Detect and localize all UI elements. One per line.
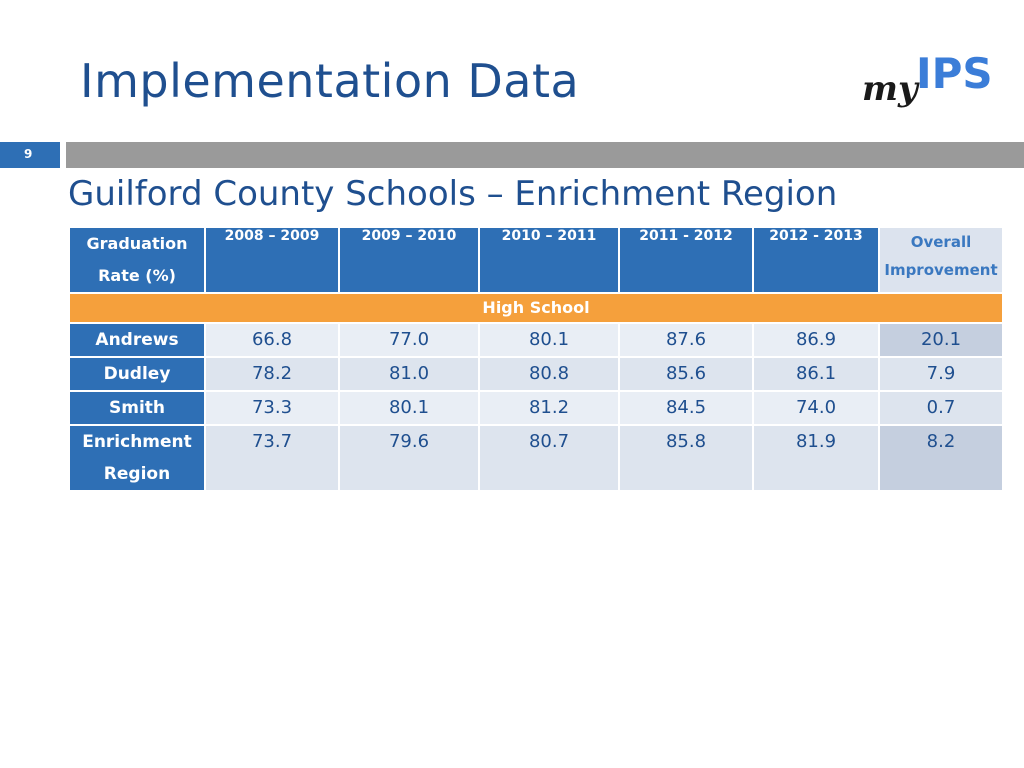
- table-cell: 80.1: [478, 322, 620, 358]
- section-label: High School: [68, 292, 1004, 324]
- table-cell: 85.8: [618, 424, 754, 492]
- table-cell: 66.8: [204, 322, 340, 358]
- header-label-cell: Graduation Rate (%): [68, 226, 206, 294]
- header-year-cell: 2011 - 2012: [618, 226, 754, 294]
- slide-subtitle: Guilford County Schools – Enrichment Reg…: [68, 174, 838, 214]
- overall-cell: 0.7: [878, 390, 1004, 426]
- table-cell: 85.6: [618, 356, 754, 392]
- row-label: Andrews: [68, 322, 206, 358]
- table-cell: 84.5: [618, 390, 754, 426]
- section-row: High School: [68, 292, 1004, 324]
- table-cell: 86.9: [752, 322, 880, 358]
- header-overall-line1: Overall: [910, 233, 972, 251]
- header-divider-bar: [66, 142, 1024, 168]
- table-cell: 78.2: [204, 356, 340, 392]
- header-year-cell: 2009 – 2010: [338, 226, 480, 294]
- header-row: Graduation Rate (%) 2008 – 2009 2009 – 2…: [68, 226, 1004, 294]
- table-cell: 81.9: [752, 424, 880, 492]
- table-cell: 73.7: [204, 424, 340, 492]
- table-cell: 80.8: [478, 356, 620, 392]
- row-label: Smith: [68, 390, 206, 426]
- table-cell: 80.1: [338, 390, 480, 426]
- table-row: Smith 73.3 80.1 81.2 84.5 74.0 0.7: [68, 390, 1004, 426]
- table-cell: 79.6: [338, 424, 480, 492]
- slide-title: Implementation Data: [80, 54, 580, 108]
- table-cell: 74.0: [752, 390, 880, 426]
- table-cell: 73.3: [204, 390, 340, 426]
- page-number-box: [0, 142, 60, 168]
- table-cell: 80.7: [478, 424, 620, 492]
- logo-text-ips: IPS: [916, 49, 993, 98]
- header-overall-cell: Overall Improvement: [878, 226, 1004, 294]
- table-cell: 87.6: [618, 322, 754, 358]
- overall-cell: 20.1: [878, 322, 1004, 358]
- row-label-line1: Enrichment: [82, 432, 192, 452]
- header-year-cell: 2010 – 2011: [478, 226, 620, 294]
- table-cell: 86.1: [752, 356, 880, 392]
- header-label-line1: Graduation: [86, 234, 188, 253]
- myips-logo: my IPS: [862, 49, 993, 109]
- table-row: Enrichment Region 73.7 79.6 80.7 85.8 81…: [68, 424, 1004, 492]
- overall-cell: 7.9: [878, 356, 1004, 392]
- overall-cell: 8.2: [878, 424, 1004, 492]
- header-year-cell: 2008 – 2009: [204, 226, 340, 294]
- graduation-rate-table: Graduation Rate (%) 2008 – 2009 2009 – 2…: [68, 226, 1004, 492]
- row-label: Dudley: [68, 356, 206, 392]
- table-cell: 81.0: [338, 356, 480, 392]
- header-year-cell: 2012 - 2013: [752, 226, 880, 294]
- header-overall-line2: Improvement: [884, 261, 998, 279]
- table-row: Andrews 66.8 77.0 80.1 87.6 86.9 20.1: [68, 322, 1004, 358]
- row-label-cell: Enrichment Region: [68, 424, 206, 492]
- logo-text-my: my: [862, 69, 920, 109]
- page-number: 9: [24, 147, 33, 161]
- table-cell: 81.2: [478, 390, 620, 426]
- table-row: Dudley 78.2 81.0 80.8 85.6 86.1 7.9: [68, 356, 1004, 392]
- row-label-line2: Region: [103, 464, 171, 484]
- table-cell: 77.0: [338, 322, 480, 358]
- header-label-line2: Rate (%): [98, 266, 176, 285]
